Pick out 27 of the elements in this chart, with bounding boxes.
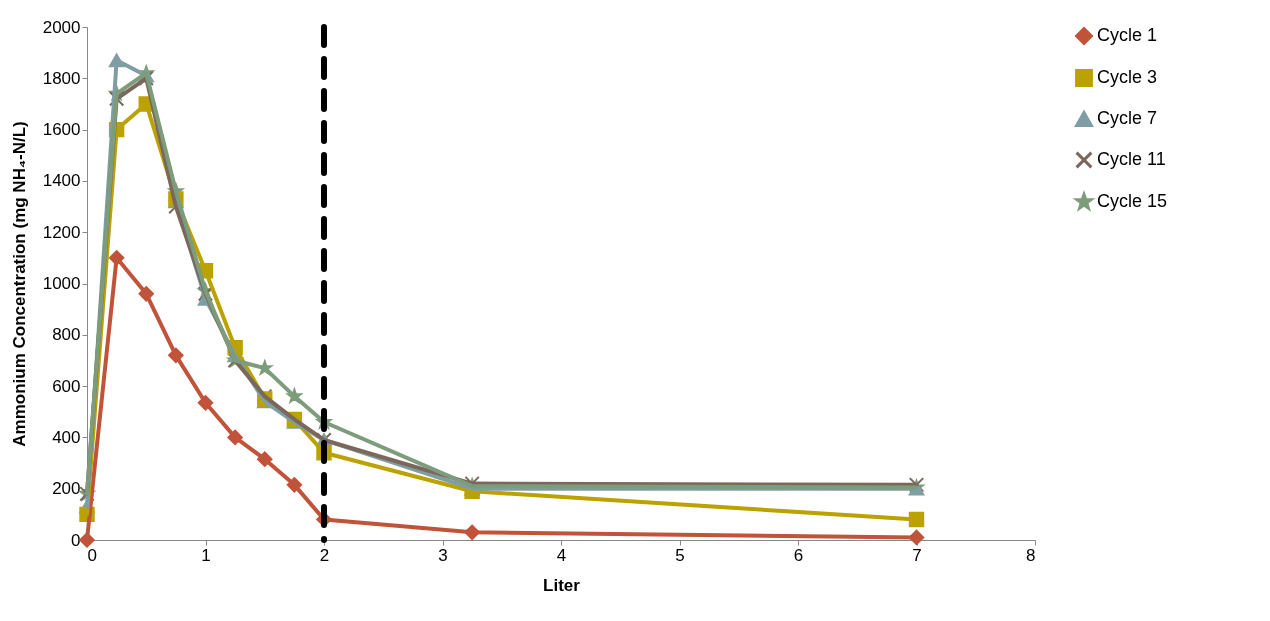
x-tick-label: 8 [1026,545,1036,565]
legend-label: Cycle 1 [1097,25,1158,45]
x-tick-label: 3 [438,545,448,565]
x-axis-title: Liter [543,575,581,595]
x-tick-label: 5 [675,545,685,565]
y-tick-label: 600 [52,376,81,396]
legend-label: Cycle 7 [1097,108,1158,128]
legend-label: Cycle 3 [1097,67,1158,87]
x-tick-label: 7 [912,545,922,565]
x-tick-label: 2 [319,545,330,565]
y-tick-label: 800 [52,325,81,345]
y-tick-label: 400 [52,427,81,447]
y-axis-title: Ammonium Concentration (mg NH₄-N/L) [9,121,29,447]
y-tick-label: 1800 [42,68,81,88]
x-tick-label: 0 [87,545,97,565]
y-tick-label: 200 [52,479,81,499]
y-tick-label: 1600 [42,120,81,140]
x-tick-label: 4 [556,545,567,565]
y-tick-label: 2000 [42,17,81,37]
y-tick-label: 1200 [42,222,81,242]
y-tick-label: 1400 [42,171,81,191]
x-tick-label: 6 [793,545,804,565]
legend-label: Cycle 15 [1097,191,1168,211]
x-tick-label: 1 [201,545,211,565]
legend-label: Cycle 11 [1097,149,1166,169]
y-tick-label: 1000 [42,274,81,293]
y-tick-label: 0 [71,530,81,550]
